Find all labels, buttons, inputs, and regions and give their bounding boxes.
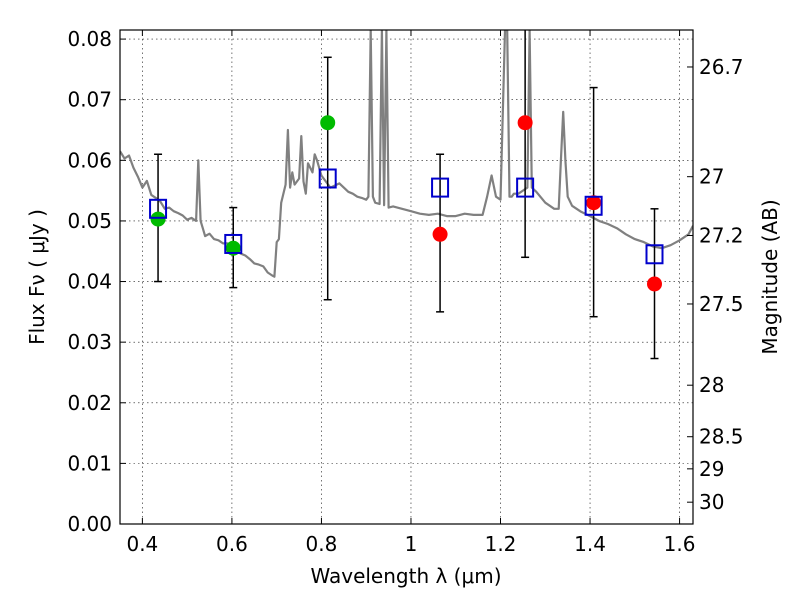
y-tick-label: 0.00 xyxy=(67,512,112,536)
data-layer xyxy=(120,30,693,360)
x-tick-label: 0.4 xyxy=(126,532,158,556)
plot-background xyxy=(120,30,693,524)
x-tick-label: 1 xyxy=(405,532,418,556)
data-point-circle xyxy=(432,226,448,242)
y-tick-label: 0.06 xyxy=(67,148,112,172)
data-point-circle xyxy=(647,276,663,292)
spectrum-line xyxy=(120,30,693,278)
x-axis-label: Wavelength λ (μm) xyxy=(310,564,501,588)
y-tick-label: 0.01 xyxy=(67,451,112,475)
y-tick-label: 0.03 xyxy=(67,330,112,354)
model-point-square xyxy=(318,168,337,189)
y-axis-label: Flux Fν ( μJy ) xyxy=(25,209,49,345)
model-point-square xyxy=(224,233,243,254)
y2-tick-label: 28.5 xyxy=(699,425,744,449)
y2-tick-label: 27 xyxy=(699,165,724,189)
plot-frame xyxy=(119,29,694,525)
x-tick-label: 1.4 xyxy=(574,532,606,556)
data-point-circle xyxy=(150,211,166,227)
y-tick-label: 0.05 xyxy=(67,209,112,233)
data-point-circle xyxy=(586,195,602,211)
data-point-circle xyxy=(225,240,241,256)
y2-tick-label: 26.7 xyxy=(699,55,744,79)
x-tick-label: 0.8 xyxy=(306,532,338,556)
y2-tick-label: 27.5 xyxy=(699,292,744,316)
y2-axis-label: Magnitude (AB) xyxy=(758,199,782,354)
data-point-circle xyxy=(517,115,533,131)
y-tick-label: 0.07 xyxy=(67,88,112,112)
data-point-circle xyxy=(320,115,336,131)
y-tick-label: 0.08 xyxy=(67,27,112,51)
y2-tick-label: 28 xyxy=(699,373,724,397)
axis-ticks: 0.4 0.6 0.8 1 1.2 1.4 1.6 0.00 0.01 0.02 0.03 0.04 0… xyxy=(67,27,743,556)
x-tick-label: 1.2 xyxy=(485,532,517,556)
model-point-square xyxy=(431,177,450,198)
y2-tick-label: 30 xyxy=(699,490,724,514)
y-tick-label: 0.02 xyxy=(67,391,112,415)
model-point-square xyxy=(645,244,664,265)
y2-tick-label: 29 xyxy=(699,457,724,481)
y-tick-label: 0.04 xyxy=(67,270,112,294)
model-point-square xyxy=(516,177,535,198)
model-point-square xyxy=(149,198,168,219)
y2-tick-label: 27.2 xyxy=(699,223,744,247)
model-point-square xyxy=(584,195,603,216)
x-tick-label: 0.6 xyxy=(216,532,248,556)
x-tick-label: 1.6 xyxy=(664,532,696,556)
